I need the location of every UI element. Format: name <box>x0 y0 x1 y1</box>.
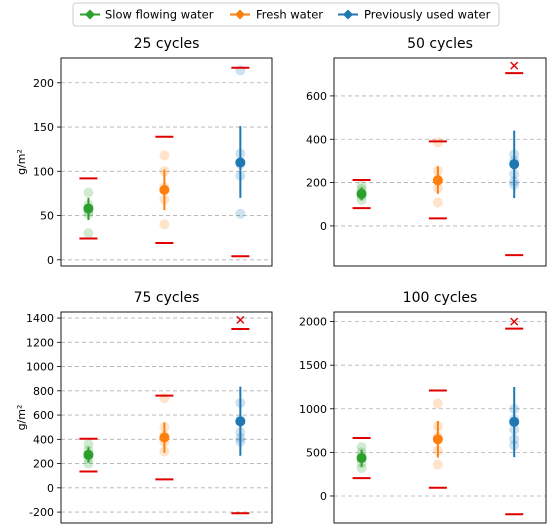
plot-area <box>79 315 250 515</box>
chart-panel: 50 cycles 0 200 400 600 <box>306 36 547 267</box>
series-group <box>428 137 447 220</box>
legend-frame <box>72 2 500 27</box>
mean-marker <box>83 449 94 460</box>
y-axis-label: g/m² <box>15 405 28 431</box>
mean-marker <box>509 416 520 427</box>
legend-swatch-diamond <box>235 9 245 20</box>
legend-entry-fresh-water: Fresh water <box>230 8 323 22</box>
y-tick-label: 200 <box>33 458 54 471</box>
data-point <box>235 208 246 219</box>
data-point <box>432 459 443 470</box>
data-point <box>432 197 443 208</box>
series-group <box>79 437 98 473</box>
axes-frame <box>333 57 547 267</box>
chart-panel: 75 cycles g/m² -200 0 200 400 600 800 1000 1200 14… <box>15 290 273 524</box>
data-point <box>83 439 94 450</box>
mean-marker <box>159 432 170 443</box>
mean-marker <box>432 175 443 186</box>
panels: 25 cycles g/m² 0 50 100 150 200 50 cycles 0 200 40… <box>15 36 547 524</box>
series-group <box>428 389 447 489</box>
legend: Slow flowing water Fresh water Previousl… <box>72 2 500 27</box>
y-tick-label: 100 <box>33 165 54 178</box>
mean-marker <box>432 434 443 445</box>
y-tick-label: 50 <box>40 210 54 223</box>
y-tick-label: 1000 <box>299 403 327 416</box>
series-group <box>231 315 250 515</box>
y-axis-label: g/m² <box>15 149 28 175</box>
y-tick-label: -200 <box>29 506 54 519</box>
legend-entry-previously-used-water: Previously used water <box>338 8 491 22</box>
legend-entry-slow-flowing-water: Slow flowing water <box>80 8 214 22</box>
series-group <box>505 61 524 257</box>
legend-swatch-diamond <box>85 9 95 20</box>
data-point <box>159 150 170 161</box>
y-tick-label: 0 <box>320 490 327 503</box>
y-tick-label: 1400 <box>26 312 54 325</box>
legend-label: Fresh water <box>256 8 323 22</box>
chart-panel: 100 cycles 0 500 1000 1500 2000 <box>299 290 547 524</box>
series-group <box>79 177 98 240</box>
mean-marker <box>159 184 170 195</box>
mean-marker <box>235 157 246 168</box>
y-tick-label: 200 <box>33 77 54 90</box>
series-group <box>155 135 174 244</box>
data-point <box>83 458 94 469</box>
y-tick-label: 200 <box>306 177 327 190</box>
outlier-marker <box>510 61 519 70</box>
y-tick-label: 400 <box>306 133 327 146</box>
data-point <box>356 463 367 474</box>
data-point <box>432 137 443 148</box>
legend-swatch-diamond <box>343 9 353 20</box>
mean-marker <box>235 416 246 427</box>
y-tick-label: 150 <box>33 121 54 134</box>
series-group <box>231 65 250 258</box>
y-tick-label: 2000 <box>299 316 327 329</box>
plot-area <box>79 65 250 258</box>
y-tick-label: 600 <box>33 409 54 422</box>
data-point <box>83 228 94 239</box>
mean-marker <box>83 203 94 214</box>
series-group <box>352 178 371 210</box>
y-tick-label: 0 <box>47 254 54 267</box>
axes-frame <box>333 311 547 524</box>
data-point <box>83 187 94 198</box>
y-tick-label: 600 <box>306 90 327 103</box>
legend-label: Previously used water <box>364 8 491 22</box>
y-tick-label: 400 <box>33 433 54 446</box>
mean-marker <box>356 188 367 199</box>
outlier-marker <box>236 315 245 324</box>
axes-frame <box>60 57 273 267</box>
y-tick-label: 1500 <box>299 359 327 372</box>
series-group <box>352 436 371 480</box>
axes-frame <box>60 311 273 524</box>
outlier-marker <box>510 317 519 326</box>
data-point <box>356 442 367 453</box>
y-tick-label: 800 <box>33 385 54 398</box>
panel-title: 75 cycles <box>134 290 200 306</box>
mean-marker <box>509 159 520 170</box>
panel-title: 100 cycles <box>403 290 478 306</box>
y-tick-label: 500 <box>306 446 327 459</box>
data-point <box>159 219 170 230</box>
y-tick-label: 1200 <box>26 336 54 349</box>
data-point <box>356 180 367 191</box>
y-tick-label: 0 <box>47 482 54 495</box>
data-point <box>159 393 170 404</box>
chart-panel: 25 cycles g/m² 0 50 100 150 200 <box>15 36 273 267</box>
series-group <box>505 317 524 516</box>
y-tick-label: 0 <box>320 220 327 233</box>
y-tick-label: 1000 <box>26 361 54 374</box>
plot-area <box>352 317 524 516</box>
panel-title: 50 cycles <box>407 36 473 52</box>
series-group <box>155 393 174 481</box>
mean-marker <box>356 453 367 464</box>
plot-area <box>352 61 524 257</box>
data-point <box>432 398 443 409</box>
legend-label: Slow flowing water <box>105 8 214 22</box>
panel-title: 25 cycles <box>134 36 200 52</box>
